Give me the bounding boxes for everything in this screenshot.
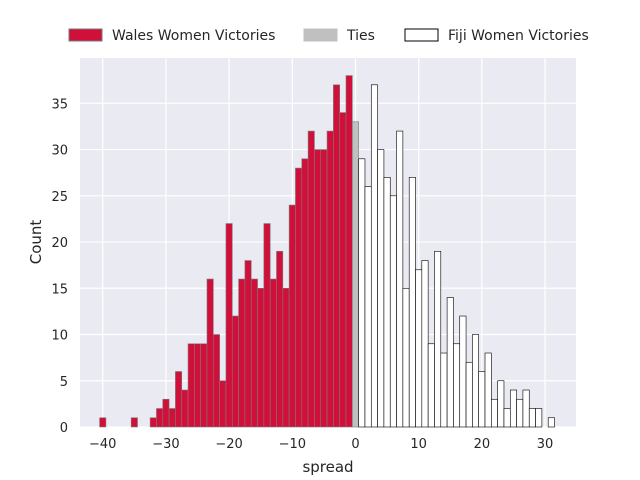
bar-wales xyxy=(213,334,220,428)
y-tick-label: 0 xyxy=(60,421,68,436)
bar-wales xyxy=(282,287,290,428)
bar-wales xyxy=(314,149,322,428)
bar-ties xyxy=(352,121,359,428)
bar-fiji xyxy=(427,343,435,428)
bar-fiji xyxy=(535,408,543,428)
bar-wales xyxy=(345,75,353,428)
bar-fiji xyxy=(503,408,511,428)
bar-fiji xyxy=(484,352,492,428)
bar-wales xyxy=(276,250,284,428)
bar-wales xyxy=(225,223,233,428)
bar-fiji xyxy=(440,352,448,428)
bar-fiji xyxy=(370,84,378,428)
bar-fiji xyxy=(408,177,416,428)
bar-wales xyxy=(333,84,340,428)
x-tick-label: −10 xyxy=(279,437,306,452)
bar-fiji xyxy=(453,343,461,428)
bars xyxy=(99,75,555,428)
bar-fiji xyxy=(383,177,391,428)
bar-wales xyxy=(156,408,164,428)
bar-fiji xyxy=(459,315,467,428)
y-tick-label: 5 xyxy=(60,375,68,390)
bar-wales xyxy=(301,158,309,428)
bar-fiji xyxy=(377,149,385,428)
bar-fiji xyxy=(465,361,473,428)
y-tick-label: 35 xyxy=(51,97,68,112)
bar-fiji xyxy=(396,130,404,428)
bar-fiji xyxy=(446,297,454,428)
bar-wales xyxy=(326,130,334,428)
y-tick-label: 10 xyxy=(51,329,68,344)
legend-swatch-ties xyxy=(303,28,338,42)
legend-label-ties: Ties xyxy=(346,28,375,44)
bar-fiji xyxy=(358,158,366,428)
y-tick-label: 20 xyxy=(51,236,68,251)
bar-wales xyxy=(219,380,227,428)
bar-wales xyxy=(99,417,107,428)
bar-wales xyxy=(175,371,183,428)
bar-wales xyxy=(339,112,347,428)
x-tick-labels: −40 −30 −20 −10 0 10 20 30 xyxy=(89,437,553,452)
bar-fiji xyxy=(415,269,423,428)
bar-wales xyxy=(320,149,328,428)
bar-fiji xyxy=(522,389,530,428)
bar-wales xyxy=(244,260,252,428)
bar-wales xyxy=(295,167,303,428)
bar-wales xyxy=(200,343,208,428)
bar-fiji xyxy=(547,417,555,428)
bar-fiji xyxy=(364,186,372,428)
bar-fiji xyxy=(516,398,524,428)
bar-wales xyxy=(257,287,265,428)
bar-wales xyxy=(250,278,258,428)
x-tick-label: 10 xyxy=(410,437,427,452)
x-axis-label: spread xyxy=(302,458,353,476)
x-tick-label: −40 xyxy=(89,437,116,452)
bar-fiji xyxy=(497,380,505,428)
bar-wales xyxy=(194,343,201,428)
x-tick-label: 30 xyxy=(537,437,554,452)
x-tick-label: 0 xyxy=(351,437,359,452)
y-tick-label: 25 xyxy=(51,190,68,205)
bar-fiji xyxy=(434,250,442,428)
bar-wales xyxy=(168,408,176,428)
y-axis-label: Count xyxy=(27,220,45,265)
y-tick-labels: 0 5 10 15 20 25 30 35 xyxy=(51,97,68,436)
bar-fiji xyxy=(509,389,517,428)
bar-wales xyxy=(187,343,195,428)
bar-wales xyxy=(149,417,157,428)
legend-swatch-fiji xyxy=(404,28,439,42)
legend-swatch-wales xyxy=(68,28,103,42)
bar-fiji xyxy=(491,398,498,428)
bar-wales xyxy=(288,204,296,428)
bar-wales xyxy=(181,389,189,428)
legend-label-wales: Wales Women Victories xyxy=(112,28,275,44)
bar-fiji xyxy=(528,408,536,428)
x-tick-label: 20 xyxy=(474,437,491,452)
bar-wales xyxy=(263,223,271,428)
bar-fiji xyxy=(421,260,429,428)
bar-wales xyxy=(307,130,315,428)
y-tick-label: 30 xyxy=(51,144,68,159)
bar-fiji xyxy=(389,195,397,428)
bar-fiji xyxy=(402,287,410,428)
y-tick-label: 15 xyxy=(51,282,68,297)
bar-wales xyxy=(231,315,239,428)
bar-wales xyxy=(206,278,214,428)
bar-wales xyxy=(269,278,277,428)
bar-wales xyxy=(162,398,170,428)
legend: Wales Women Victories Ties Fiji Women Vi… xyxy=(68,28,589,44)
bar-fiji xyxy=(472,334,479,428)
bar-wales xyxy=(130,417,138,428)
x-tick-label: −30 xyxy=(152,437,179,452)
legend-label-fiji: Fiji Women Victories xyxy=(448,28,589,44)
bar-wales xyxy=(238,278,246,428)
x-tick-label: −20 xyxy=(215,437,242,452)
bar-fiji xyxy=(478,371,486,428)
